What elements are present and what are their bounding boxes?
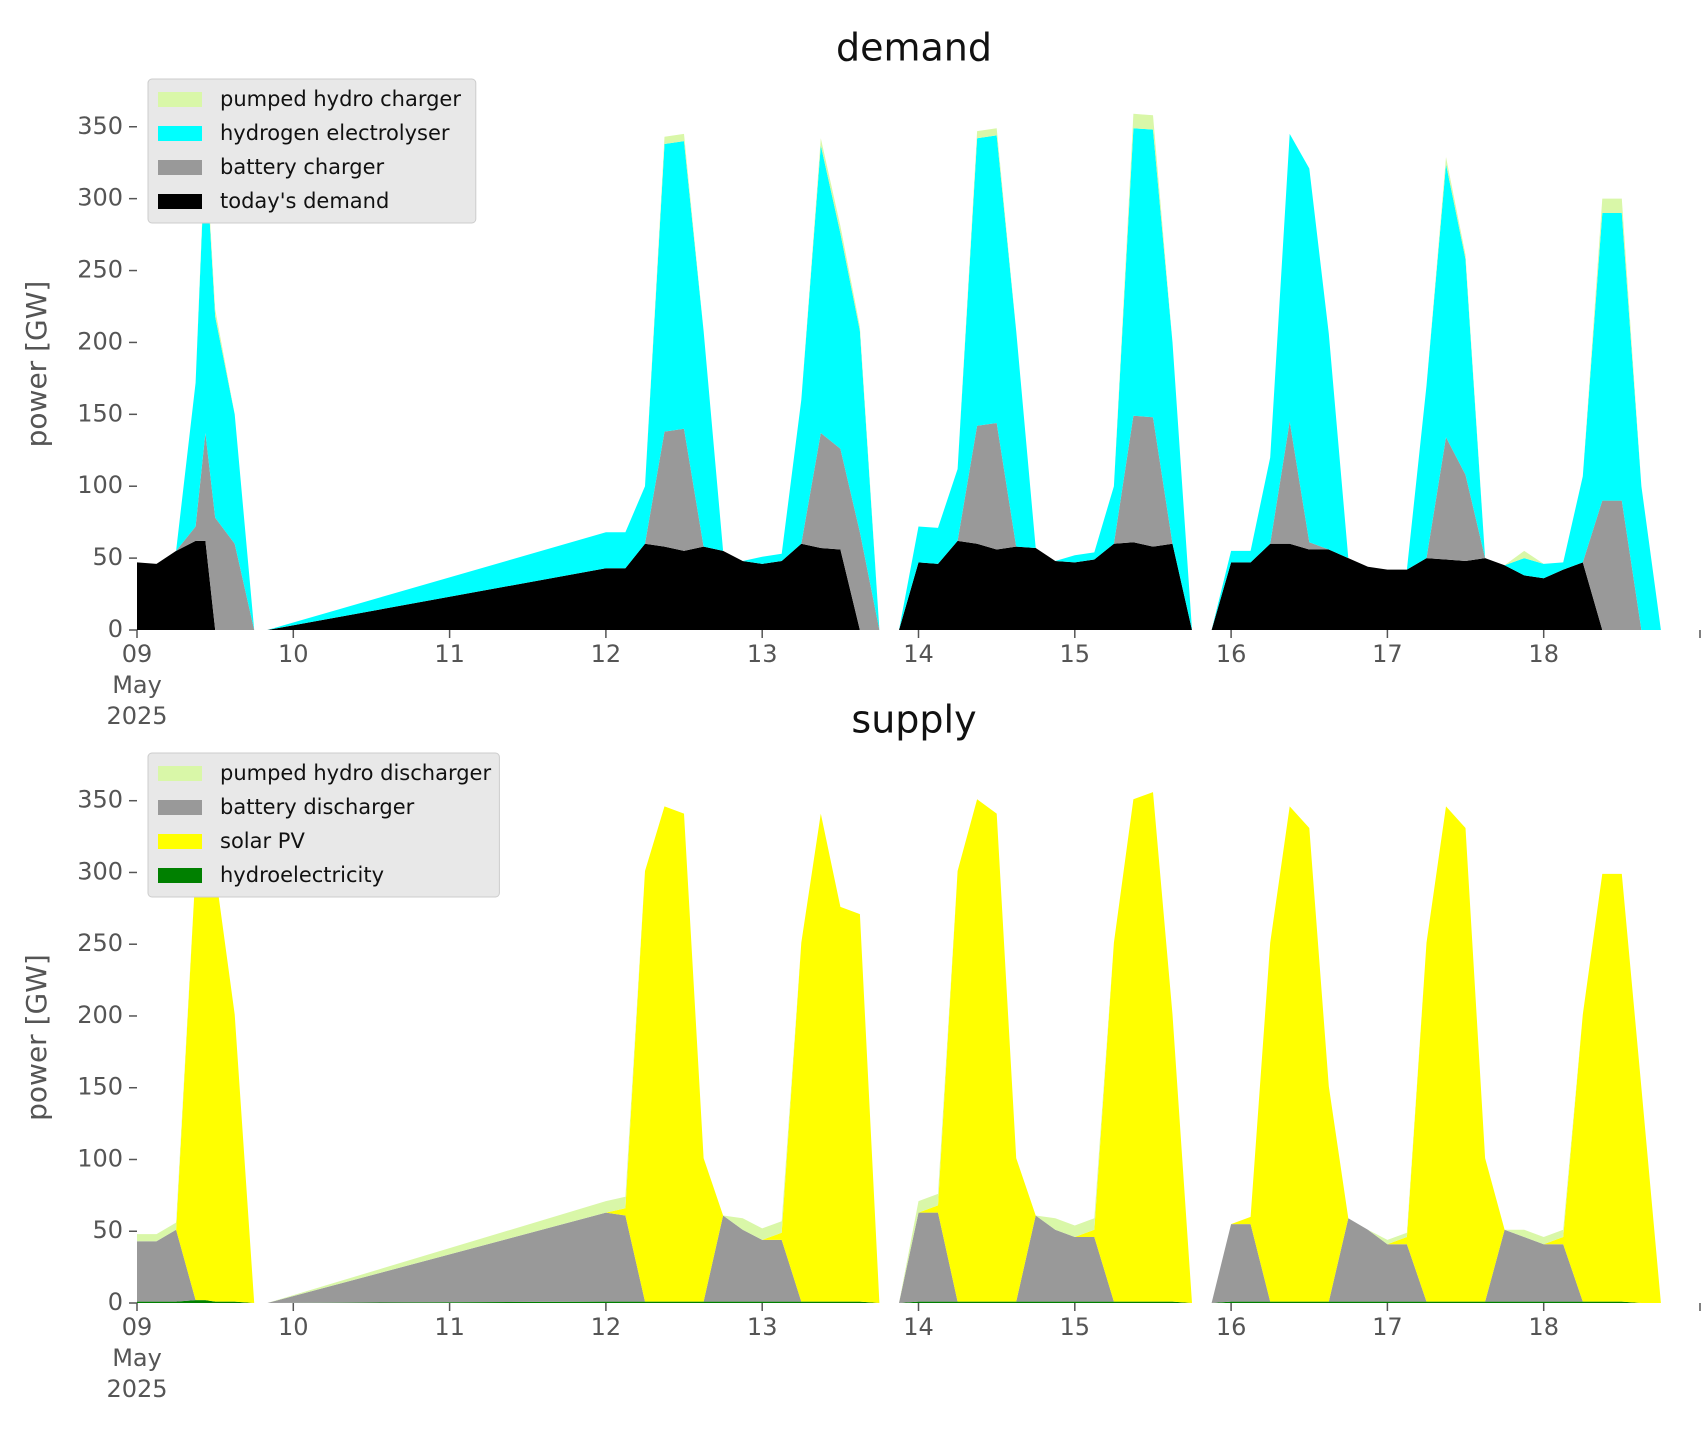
y-tick-label: 300 [77,184,123,212]
x-tick-label: 10 [278,640,309,668]
x-tick-label: 11 [434,640,465,668]
y-tick-label: 250 [77,929,123,957]
legend-label: pumped hydro charger [220,87,461,111]
legend-box [147,752,500,898]
x-axis: 09 May 2025 10 11 12 13 14 15 16 17 18 [106,1303,1701,1403]
x-tick-label: 10 [278,1313,309,1341]
chart-title: supply [851,698,976,742]
x-tick-label: 15 [1060,640,1091,668]
legend-item-hydroelectricity: hydroelectricity [158,863,384,887]
battery-discharger-area [137,1212,1681,1303]
hydrogen-electrolyser-area [137,128,1681,630]
today-s-demand-area [137,540,1681,630]
demand-chart: demand 0 50 100 150 200 250 300 350 power [GW] 09 M… [20,26,1701,730]
legend-item-pumped-hydro-discharger: pumped hydro discharger [158,761,491,785]
legend: pumped hydro discharger battery discharge… [147,752,500,898]
y-tick-label: 150 [77,399,123,427]
x-tick-label: 13 [747,640,778,668]
legend-label: battery discharger [220,795,415,819]
y-tick-label: 100 [77,471,123,499]
x-tick-label: 13 [747,1313,778,1341]
x-axis: 09 May 2025 10 11 12 13 14 15 16 17 18 [106,630,1701,730]
y-tick-label: 150 [77,1073,123,1101]
x-tick-label: 17 [1372,640,1403,668]
legend-swatch [158,126,202,141]
legend-item-pumped-hydro-charger: pumped hydro charger [158,87,461,111]
y-tick-label: 50 [92,543,123,571]
y-tick-label: 350 [77,112,123,140]
x-tick-label: 16 [1216,1313,1247,1341]
legend: pumped hydro charger hydrogen electrolyse… [147,78,477,224]
y-tick-label: 300 [77,857,123,885]
x-tick-label: 16 [1216,640,1247,668]
legend-label: solar PV [220,829,305,853]
y-tick-label: 50 [92,1216,123,1244]
y-tick-label: 350 [77,786,123,814]
legend-item-solar-pv: solar PV [158,829,305,853]
x-tick-label: 11 [434,1313,465,1341]
y-tick-label: 200 [77,1001,123,1029]
x-tick-label: 12 [591,1313,622,1341]
supply-chart: supply 0 50 100 150 200 250 300 350 power [GW] 09 M… [20,698,1701,1403]
x-tick-label: 12 [591,640,622,668]
legend-item-today-s-demand: today's demand [158,189,389,213]
legend-label: battery charger [220,155,385,179]
legend-swatch [158,92,202,107]
x-tick-label: 14 [903,640,934,668]
x-tick-label: 17 [1372,1313,1403,1341]
x-tick-label: 14 [903,1313,934,1341]
y-axis: 0 50 100 150 200 250 300 350 [77,112,137,643]
y-tick-label: 100 [77,1144,123,1172]
x-tick-label: 18 [1528,640,1559,668]
demand-areas [137,113,1681,631]
battery-charger-area [137,415,1681,630]
x-tick-label: 09 May 2025 [106,640,167,730]
x-tick-label: 18 [1528,1313,1559,1341]
legend-swatch [158,766,202,781]
legend-item-battery-charger: battery charger [158,155,385,179]
legend-item-battery-discharger: battery discharger [158,795,415,819]
solar-pv-area [137,792,1681,1303]
legend-item-hydrogen-electrolyser: hydrogen electrolyser [158,121,450,145]
legend-box [147,78,477,224]
y-axis: 0 50 100 150 200 250 300 350 [77,786,137,1316]
hydroelectricity-area [137,1300,1681,1303]
y-tick-label: 0 [108,1288,123,1316]
y-tick-label: 0 [108,615,123,643]
y-tick-label: 250 [77,256,123,284]
x-tick-label: 09 May 2025 [106,1313,167,1403]
legend-swatch [158,160,202,175]
x-tick-label: 15 [1060,1313,1091,1341]
legend-swatch [158,834,202,849]
legend-swatch [158,800,202,815]
legend-label: hydrogen electrolyser [220,121,450,145]
legend-swatch [158,868,202,883]
legend-label: hydroelectricity [220,863,384,887]
y-axis-label: power [GW] [20,281,53,448]
legend-label: today's demand [220,189,389,213]
chart-title: demand [836,26,992,70]
y-tick-label: 200 [77,327,123,355]
y-axis-label: power [GW] [20,954,53,1121]
legend-swatch [158,194,202,209]
supply-areas [137,792,1681,1303]
legend-label: pumped hydro discharger [220,761,491,785]
